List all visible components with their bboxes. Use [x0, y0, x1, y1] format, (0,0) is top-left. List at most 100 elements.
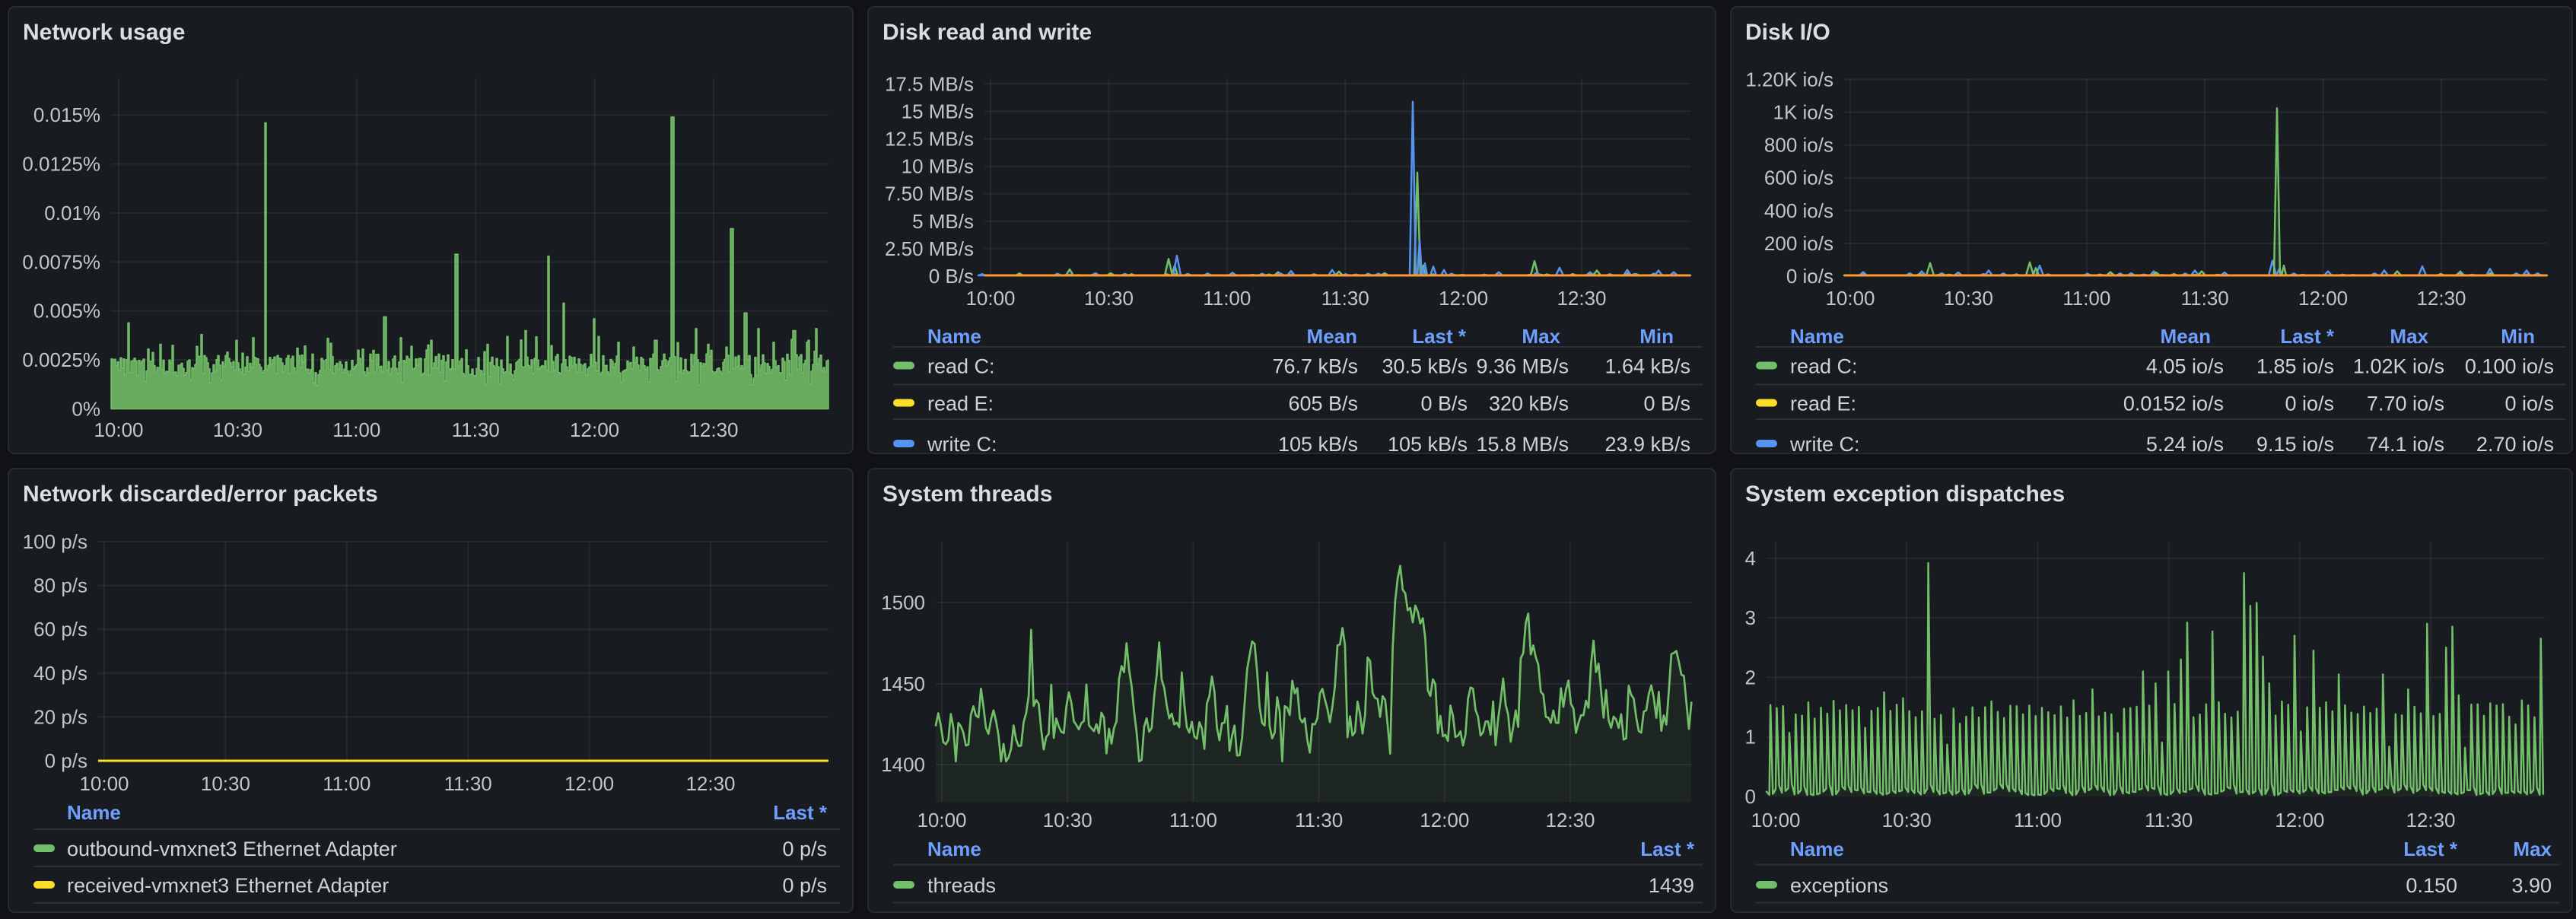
- svg-text:Name: Name: [1790, 838, 1844, 860]
- svg-text:10:00: 10:00: [917, 809, 966, 832]
- svg-text:11:30: 11:30: [2145, 809, 2193, 832]
- svg-text:10:00: 10:00: [79, 772, 129, 795]
- svg-text:0 B/s: 0 B/s: [929, 265, 974, 288]
- svg-text:11:00: 11:00: [2062, 287, 2110, 310]
- svg-text:Disk read and write: Disk read and write: [883, 20, 1092, 45]
- svg-text:10:00: 10:00: [94, 418, 143, 441]
- svg-text:2.70 io/s: 2.70 io/s: [2476, 433, 2554, 453]
- svg-text:System exception dispatches: System exception dispatches: [1745, 482, 2065, 507]
- svg-text:80 p/s: 80 p/s: [33, 574, 87, 597]
- svg-text:10:30: 10:30: [1882, 809, 1932, 832]
- svg-text:17.5 MB/s: 17.5 MB/s: [885, 72, 974, 95]
- svg-text:1.20K io/s: 1.20K io/s: [1745, 68, 1833, 91]
- svg-text:12:30: 12:30: [1557, 287, 1606, 310]
- svg-text:11:30: 11:30: [444, 772, 492, 795]
- svg-text:105 kB/s: 105 kB/s: [1388, 433, 1468, 453]
- svg-text:Max: Max: [2513, 838, 2552, 860]
- svg-text:20 p/s: 20 p/s: [33, 705, 87, 728]
- svg-text:12:00: 12:00: [1439, 287, 1488, 310]
- svg-text:write C:: write C:: [927, 433, 997, 453]
- svg-text:11:30: 11:30: [2181, 287, 2229, 310]
- svg-text:1450: 1450: [881, 673, 925, 695]
- svg-text:605 B/s: 605 B/s: [1288, 393, 1358, 415]
- svg-text:3.90: 3.90: [2511, 874, 2552, 897]
- svg-text:0.0125%: 0.0125%: [22, 153, 100, 176]
- svg-text:11:00: 11:00: [2014, 809, 2062, 832]
- svg-text:60 p/s: 60 p/s: [33, 618, 87, 641]
- svg-text:Last *: Last *: [1412, 325, 1467, 348]
- svg-text:11:30: 11:30: [1321, 287, 1369, 310]
- svg-text:read E:: read E:: [927, 393, 994, 415]
- svg-text:write C:: write C:: [1789, 433, 1860, 453]
- svg-text:12:00: 12:00: [564, 772, 614, 795]
- svg-text:11:30: 11:30: [1295, 809, 1343, 832]
- svg-text:System threads: System threads: [883, 482, 1052, 507]
- svg-text:0.005%: 0.005%: [33, 300, 100, 323]
- svg-text:Last *: Last *: [1640, 838, 1695, 860]
- svg-text:15.8 MB/s: 15.8 MB/s: [1476, 433, 1569, 453]
- svg-text:11:00: 11:00: [1169, 809, 1217, 832]
- svg-text:200 io/s: 200 io/s: [1764, 232, 1833, 255]
- svg-text:30.5 kB/s: 30.5 kB/s: [1382, 355, 1468, 378]
- svg-text:1400: 1400: [881, 753, 925, 776]
- svg-text:received-vmxnet3 Ethernet Adap: received-vmxnet3 Ethernet Adapter: [67, 874, 389, 897]
- svg-text:1K io/s: 1K io/s: [1773, 101, 1834, 124]
- svg-text:Disk I/O: Disk I/O: [1745, 20, 1830, 45]
- svg-text:1500: 1500: [881, 591, 925, 614]
- svg-text:2: 2: [1745, 666, 1756, 688]
- svg-text:3: 3: [1745, 606, 1756, 629]
- svg-text:Min: Min: [2501, 325, 2535, 348]
- svg-text:Network discarded/error packet: Network discarded/error packets: [23, 482, 378, 507]
- svg-text:0.0025%: 0.0025%: [22, 348, 100, 371]
- svg-text:10:00: 10:00: [1825, 287, 1875, 310]
- svg-text:Max: Max: [2390, 325, 2428, 348]
- svg-text:0%: 0%: [72, 398, 100, 421]
- svg-text:74.1 io/s: 74.1 io/s: [2367, 433, 2444, 453]
- svg-text:11:00: 11:00: [323, 772, 370, 795]
- svg-text:12:00: 12:00: [2275, 809, 2324, 832]
- svg-text:15 MB/s: 15 MB/s: [902, 100, 974, 122]
- svg-text:40 p/s: 40 p/s: [33, 662, 87, 685]
- svg-text:Name: Name: [67, 801, 121, 824]
- svg-text:11:00: 11:00: [1203, 287, 1251, 310]
- svg-text:7.70 io/s: 7.70 io/s: [2367, 393, 2444, 415]
- svg-text:0.015%: 0.015%: [33, 103, 100, 126]
- svg-text:12:30: 12:30: [2406, 809, 2455, 832]
- svg-text:1439: 1439: [1649, 874, 1694, 897]
- svg-text:12:30: 12:30: [1545, 809, 1595, 832]
- svg-text:800 io/s: 800 io/s: [1764, 134, 1833, 157]
- svg-text:0.100 io/s: 0.100 io/s: [2465, 355, 2554, 378]
- svg-text:Last *: Last *: [773, 801, 828, 824]
- svg-text:10:00: 10:00: [1751, 809, 1800, 832]
- svg-text:600 io/s: 600 io/s: [1764, 167, 1833, 189]
- svg-text:10 MB/s: 10 MB/s: [902, 155, 974, 178]
- svg-text:12:00: 12:00: [1420, 809, 1469, 832]
- svg-text:Max: Max: [1522, 325, 1560, 348]
- svg-text:12:30: 12:30: [2416, 287, 2466, 310]
- svg-text:10:30: 10:30: [201, 772, 250, 795]
- svg-text:1.85 io/s: 1.85 io/s: [2256, 355, 2334, 378]
- svg-text:10:30: 10:30: [1043, 809, 1092, 832]
- svg-text:11:00: 11:00: [332, 418, 380, 441]
- svg-text:read C:: read C:: [927, 355, 995, 378]
- svg-text:12.5 MB/s: 12.5 MB/s: [885, 128, 974, 151]
- svg-text:read E:: read E:: [1790, 393, 1856, 415]
- svg-text:0.01%: 0.01%: [44, 202, 100, 224]
- svg-text:Network usage: Network usage: [23, 20, 185, 45]
- svg-text:0 io/s: 0 io/s: [1786, 265, 1833, 288]
- svg-text:105 kB/s: 105 kB/s: [1278, 433, 1358, 453]
- svg-text:0 io/s: 0 io/s: [2504, 393, 2554, 415]
- svg-text:0 p/s: 0 p/s: [782, 874, 827, 897]
- svg-text:10:00: 10:00: [965, 287, 1015, 310]
- svg-text:Mean: Mean: [2161, 325, 2211, 348]
- svg-text:76.7 kB/s: 76.7 kB/s: [1272, 355, 1358, 378]
- svg-text:400 io/s: 400 io/s: [1764, 199, 1833, 222]
- svg-text:5.24 io/s: 5.24 io/s: [2146, 433, 2224, 453]
- svg-text:1.64 kB/s: 1.64 kB/s: [1604, 355, 1690, 378]
- svg-text:5 MB/s: 5 MB/s: [912, 210, 974, 233]
- svg-text:23.9 kB/s: 23.9 kB/s: [1604, 433, 1690, 453]
- svg-text:9.36 MB/s: 9.36 MB/s: [1476, 355, 1569, 378]
- svg-text:0: 0: [1745, 785, 1756, 808]
- svg-text:0 p/s: 0 p/s: [45, 749, 87, 772]
- svg-text:320 kB/s: 320 kB/s: [1489, 393, 1569, 415]
